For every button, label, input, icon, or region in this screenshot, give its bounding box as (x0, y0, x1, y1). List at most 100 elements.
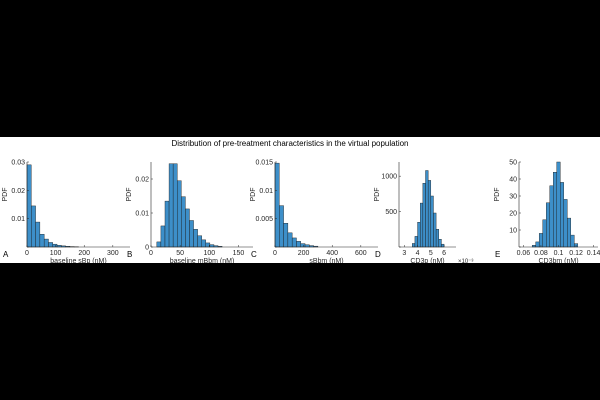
y-tick-label: 0 (145, 245, 149, 252)
x-tick-label: 0 (25, 250, 29, 257)
histogram-bar (304, 244, 310, 248)
figure-title: Distribution of pre-treatment characteri… (172, 139, 409, 148)
histogram-bar (546, 202, 550, 248)
y-tick-label: 0.03 (11, 160, 25, 167)
histogram-bar (164, 200, 170, 248)
histogram-bar (172, 163, 178, 248)
y-tick-label: 0.01 (135, 211, 149, 218)
x-tick-label: 100 (50, 250, 62, 257)
panel-letter: A (3, 250, 9, 259)
y-axis-label: PDF (2, 188, 9, 202)
x-tick-label: 300 (107, 250, 119, 257)
histogram-bar (168, 163, 174, 248)
y-tick-label: 0.01 (259, 188, 273, 195)
figure-panel: Distribution of pre-treatment characteri… (0, 137, 600, 263)
histogram-bar (35, 221, 41, 248)
histogram-bar (414, 236, 418, 248)
y-tick-label: 0.02 (11, 188, 25, 195)
histogram-bar (287, 232, 293, 248)
y-tick-label: 40 (509, 177, 517, 184)
histogram-bar (197, 235, 202, 248)
panel-letter: D (375, 250, 381, 259)
x-tick-label: 150 (233, 250, 245, 257)
histogram-bar (52, 243, 58, 248)
histogram-bar (43, 238, 49, 248)
x-tick-label: 0.14 (587, 250, 600, 257)
histogram-bar (570, 234, 575, 248)
histogram-bar (420, 202, 424, 248)
histogram-bar (283, 222, 289, 248)
x-axis-label: CD3bm (nM) (538, 258, 578, 263)
figure-svg: Distribution of pre-treatment characteri… (2, 139, 600, 264)
x-axis-multiplier: ×10⁻³ (458, 259, 473, 263)
histogram-bar (209, 244, 215, 248)
panel-letter: C (251, 250, 257, 259)
x-tick-label: 5 (429, 250, 433, 257)
y-axis-label: PDF (374, 188, 381, 202)
y-tick-label: 0.015 (255, 160, 273, 167)
histogram-bar (189, 220, 194, 248)
histogram-bar (300, 243, 306, 248)
histogram-bar (274, 162, 280, 248)
x-axis-label: baseline sBp (nM) (50, 258, 106, 263)
subplot-c: 0 200 400 600 0.005 0.01 0.015 PDF sBbm (nM) C (250, 160, 378, 263)
subplot-a: 0 100 200 300 0.01 0.02 0.03 PDF baseline sBp (n… (2, 160, 130, 263)
histogram-bar (31, 205, 36, 248)
y-tick-label: 10 (509, 228, 517, 235)
histogram-bar (279, 205, 284, 248)
y-tick-label: 20 (509, 211, 517, 218)
y-tick-label: 1000 (381, 174, 397, 181)
x-axis-label: sBbm (nM) (309, 258, 343, 263)
histogram-bar (430, 195, 434, 248)
histogram-bar (48, 242, 53, 248)
histogram-bar (417, 222, 421, 248)
x-tick-label: 0.08 (534, 250, 548, 257)
x-tick-label: 0.1 (554, 250, 564, 257)
y-tick-label: 0.005 (255, 216, 273, 223)
histogram-bar (177, 180, 182, 248)
x-tick-label: 3 (402, 250, 406, 257)
x-tick-label: 0 (273, 250, 277, 257)
histogram-bar (542, 219, 547, 248)
x-tick-label: 0 (149, 250, 153, 257)
histogram-bar (160, 225, 166, 248)
subplot-e: 0.06 0.08 0.1 0.12 0.14 10 20 30 40 50 PDF CD3bm (n… (494, 160, 600, 264)
histogram-bar (26, 164, 32, 248)
y-tick-label: 0.02 (135, 177, 149, 184)
histogram-bar (422, 183, 426, 248)
histogram-bar (535, 241, 540, 248)
histogram-bar (549, 185, 554, 248)
x-axis-label: baseline mBbm (nM) (170, 258, 235, 263)
histogram-bar (538, 233, 543, 248)
x-tick-label: 200 (78, 250, 90, 257)
y-tick-label: 0.01 (11, 216, 25, 223)
x-axis-label: CD3p (nM) (410, 258, 444, 263)
histogram-bar (156, 241, 162, 248)
x-tick-label: 400 (326, 250, 338, 257)
panel-letter: E (495, 250, 500, 259)
x-tick-label: 6 (442, 250, 446, 257)
histogram-bar (567, 217, 571, 248)
histogram-bar (39, 234, 45, 248)
histogram-bar (185, 208, 190, 248)
histogram-bar (193, 229, 198, 248)
y-tick-label: 500 (385, 209, 397, 216)
histogram-bar (435, 229, 439, 248)
y-tick-label: 30 (509, 194, 517, 201)
x-tick-label: 100 (203, 250, 215, 257)
histogram-bar (425, 170, 429, 248)
y-axis-label: PDF (494, 188, 501, 202)
histogram-bar (441, 243, 445, 248)
histogram-bar (296, 241, 301, 248)
histogram-bar (553, 172, 557, 248)
x-tick-label: 50 (176, 250, 184, 257)
histogram-bar (438, 239, 442, 248)
x-tick-label: 4 (416, 250, 420, 257)
histogram-bar (181, 196, 186, 248)
histogram-bar (563, 199, 568, 248)
histogram-bar (412, 243, 416, 248)
y-tick-label: 50 (509, 160, 517, 167)
